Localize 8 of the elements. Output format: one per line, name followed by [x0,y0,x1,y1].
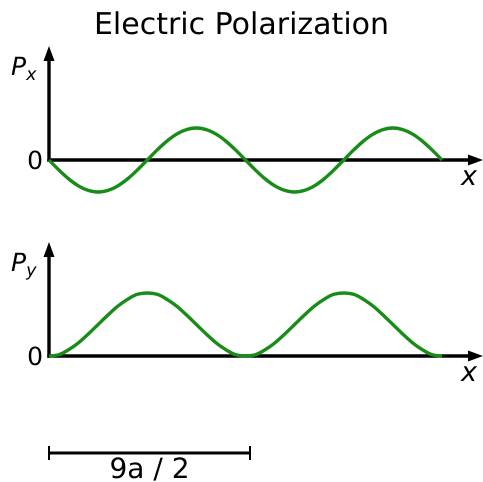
x-axis-title: x [460,161,478,192]
x-axis-title: x [460,357,478,388]
chart-title: Electric Polarization [94,7,390,42]
text: 0 [27,146,43,175]
y-axis-title: P$_{x}$ [11,52,38,86]
text: 0 [27,342,43,371]
text: 9a / 2 [109,452,190,482]
y-axis-title: P$_{y}$ [11,248,38,282]
